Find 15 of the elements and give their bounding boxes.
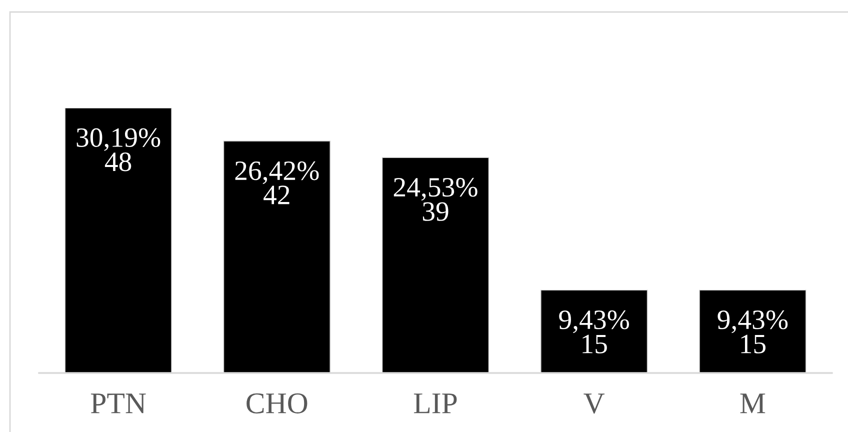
x-tick-label: M [740, 394, 766, 414]
bar [699, 290, 806, 373]
data-label: 26,42% 42 [235, 161, 319, 204]
data-label: 30,19% 48 [76, 128, 160, 172]
bar [382, 157, 489, 373]
bar [223, 140, 330, 373]
data-label: 9,43% 15 [718, 310, 788, 354]
x-tick-label: CHO [246, 393, 308, 414]
x-tick-label: LIP [414, 394, 457, 414]
data-label: 24,53% 39 [394, 178, 478, 221]
x-tick-label: V [584, 394, 605, 414]
x-tick-label: PTN [90, 394, 146, 414]
bar [64, 108, 172, 373]
data-label: 9,43% 15 [559, 310, 630, 354]
bar [540, 290, 648, 373]
